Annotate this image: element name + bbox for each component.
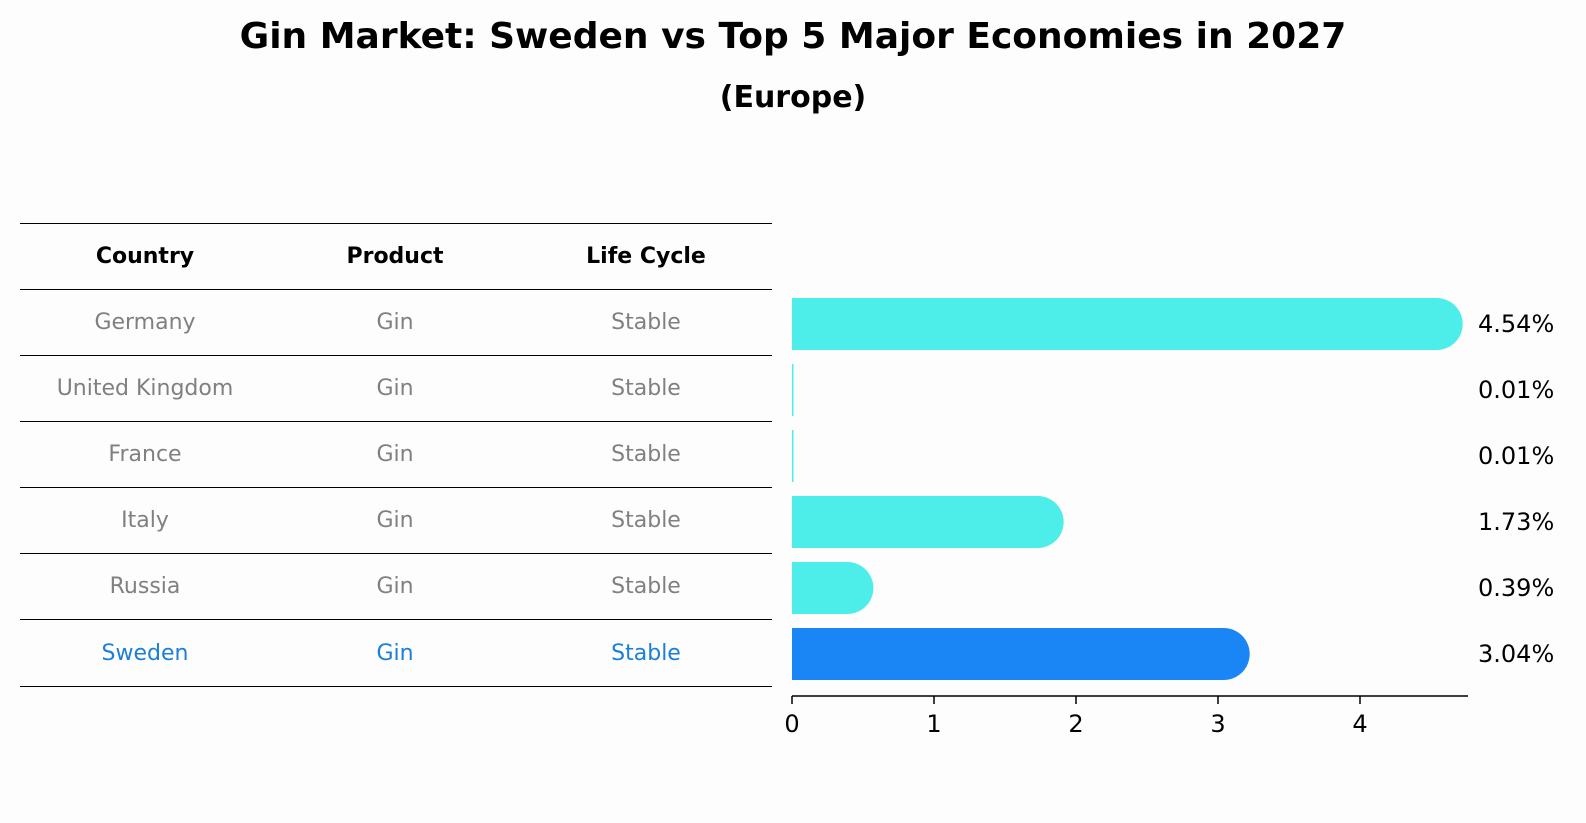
table-row-highlight: Sweden Gin Stable bbox=[20, 619, 772, 687]
product-cell: Gin bbox=[376, 640, 414, 666]
country-cell: France bbox=[108, 442, 182, 467]
life-cycle-cell: Stable bbox=[611, 442, 681, 467]
product-cell: Gin bbox=[376, 376, 414, 401]
bar bbox=[792, 298, 1463, 350]
bar bbox=[792, 430, 794, 482]
table-row: United Kingdom Gin Stable bbox=[20, 355, 772, 421]
product-cell: Gin bbox=[376, 574, 414, 599]
product-cell: Gin bbox=[376, 310, 414, 335]
bar-highlight bbox=[792, 628, 1250, 680]
header-country: Country bbox=[95, 244, 195, 269]
value-label: 1.73% bbox=[1478, 508, 1554, 536]
country-cell: Germany bbox=[94, 310, 196, 335]
x-tick-label: 1 bbox=[926, 710, 941, 738]
life-cycle-cell: Stable bbox=[611, 508, 681, 533]
country-cell: United Kingdom bbox=[56, 376, 234, 401]
bar bbox=[792, 496, 1064, 548]
chart-subtitle: (Europe) bbox=[719, 80, 867, 115]
table-row: France Gin Stable bbox=[20, 421, 772, 487]
x-tick-label: 3 bbox=[1210, 710, 1225, 738]
value-label: 0.01% bbox=[1478, 442, 1554, 470]
value-label: 0.39% bbox=[1478, 574, 1554, 602]
life-cycle-cell: Stable bbox=[611, 640, 681, 666]
life-cycle-cell: Stable bbox=[611, 376, 681, 401]
product-cell: Gin bbox=[376, 442, 414, 467]
table-header-row: Country Product Life Cycle bbox=[20, 223, 772, 289]
life-cycle-cell: Stable bbox=[611, 574, 681, 599]
x-tick-label: 2 bbox=[1068, 710, 1083, 738]
product-cell: Gin bbox=[376, 508, 414, 533]
life-cycle-cell: Stable bbox=[611, 310, 681, 335]
table-row: Russia Gin Stable bbox=[20, 553, 772, 619]
header-life-cycle: Life Cycle bbox=[586, 244, 706, 269]
country-cell: Sweden bbox=[101, 640, 189, 666]
bar bbox=[792, 364, 794, 416]
bar bbox=[792, 562, 874, 614]
country-table: Country Product Life Cycle Germany Gin S… bbox=[20, 223, 772, 687]
country-cell: Italy bbox=[121, 508, 169, 533]
value-label: 4.54% bbox=[1478, 310, 1554, 338]
header-product: Product bbox=[346, 244, 444, 269]
value-label: 3.04% bbox=[1478, 640, 1554, 668]
x-tick-label: 0 bbox=[784, 710, 799, 738]
value-label: 0.01% bbox=[1478, 376, 1554, 404]
x-tick-label: 4 bbox=[1352, 710, 1367, 738]
table-row: Germany Gin Stable bbox=[20, 289, 772, 355]
chart-title: Gin Market: Sweden vs Top 5 Major Econom… bbox=[239, 16, 1347, 57]
table-row: Italy Gin Stable bbox=[20, 487, 772, 553]
country-cell: Russia bbox=[109, 574, 181, 599]
